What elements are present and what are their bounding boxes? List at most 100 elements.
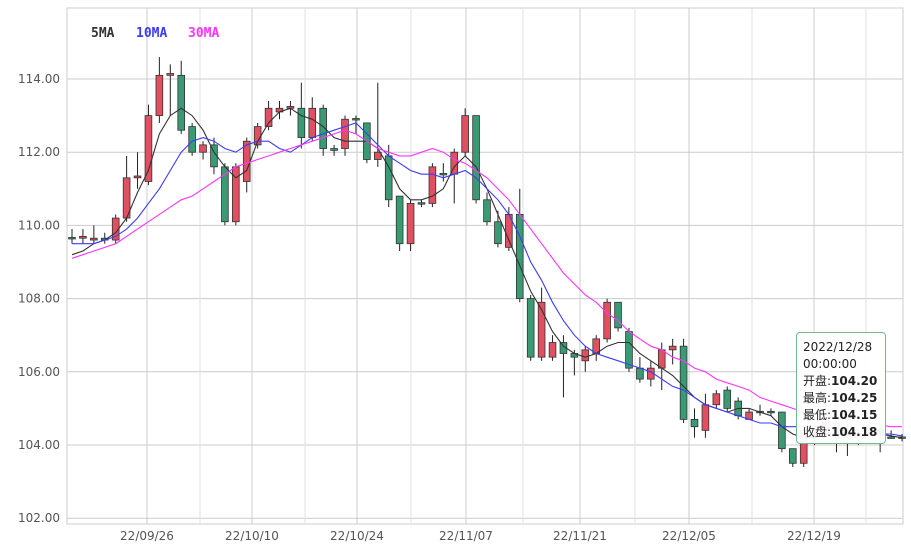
candle bbox=[188, 122, 196, 156]
candle bbox=[712, 390, 721, 409]
y-tick-label: 112.00 bbox=[18, 145, 60, 159]
legend-30ma[interactable]: 30MA bbox=[188, 26, 219, 41]
candle bbox=[133, 152, 142, 189]
candle-body bbox=[68, 237, 76, 240]
candle bbox=[68, 229, 76, 244]
x-tick-label: 22/11/21 bbox=[553, 529, 607, 543]
x-tick-label: 22/10/24 bbox=[330, 529, 384, 543]
tooltip-open-value: 104.20 bbox=[831, 374, 878, 388]
candle-body bbox=[767, 410, 775, 414]
candle bbox=[450, 148, 459, 204]
candle-body bbox=[679, 345, 688, 420]
candle bbox=[395, 195, 404, 252]
candle bbox=[253, 122, 262, 149]
tooltip-open: 开盘:104.20 bbox=[803, 373, 885, 390]
candle-body bbox=[548, 342, 557, 358]
y-tick-label: 104.00 bbox=[18, 438, 60, 452]
candle-body bbox=[625, 331, 633, 369]
candle-body bbox=[264, 107, 273, 127]
candle-body bbox=[581, 349, 590, 362]
candle bbox=[406, 199, 415, 252]
candle-body bbox=[614, 301, 622, 329]
candle bbox=[352, 115, 360, 134]
candle bbox=[90, 225, 98, 244]
candle-body bbox=[133, 175, 142, 179]
candle bbox=[526, 294, 535, 361]
x-tick-label: 22/12/05 bbox=[662, 529, 716, 543]
candle bbox=[417, 199, 426, 208]
candle bbox=[789, 448, 797, 467]
candle-body bbox=[428, 166, 437, 204]
candle-body bbox=[690, 418, 699, 428]
candle-body bbox=[636, 367, 644, 380]
tooltip-low-value: 104.15 bbox=[831, 408, 878, 422]
candle bbox=[723, 386, 732, 413]
candle-body bbox=[417, 202, 426, 205]
candle bbox=[537, 287, 546, 361]
candle bbox=[275, 100, 284, 120]
candle-body bbox=[668, 345, 677, 351]
y-axis: 102.00 104.00 106.00 108.00 110.00 112.00 114.… bbox=[18, 72, 60, 525]
legend-5ma[interactable]: 5MA bbox=[91, 26, 115, 41]
ma-line-5ma bbox=[71, 107, 903, 439]
tooltip-low: 最低:104.15 bbox=[803, 407, 885, 424]
tooltip-date: 2022/12/28 bbox=[803, 340, 873, 354]
candle bbox=[767, 408, 775, 416]
candle-body bbox=[297, 107, 306, 138]
candle bbox=[778, 411, 786, 453]
legend-10ma[interactable]: 10MA bbox=[136, 26, 167, 41]
candle bbox=[439, 163, 448, 182]
tooltip-low-label: 最低: bbox=[803, 408, 832, 422]
candle bbox=[668, 338, 677, 365]
y-tick-label: 106.00 bbox=[18, 365, 60, 379]
candle-body bbox=[789, 448, 797, 464]
candle-body bbox=[90, 237, 98, 241]
candle bbox=[166, 64, 175, 116]
candle bbox=[232, 163, 240, 226]
candle bbox=[614, 301, 622, 332]
candle-body bbox=[887, 436, 895, 439]
candle-body bbox=[188, 126, 196, 153]
legend: 5MA 10MA 30MA bbox=[91, 26, 219, 41]
candle bbox=[199, 141, 207, 160]
candle bbox=[428, 163, 437, 208]
x-tick-label: 22/12/19 bbox=[787, 529, 841, 543]
candle-body bbox=[177, 74, 185, 131]
candle-body bbox=[341, 118, 349, 149]
candle-body bbox=[537, 301, 546, 358]
x-tick-label: 22/11/07 bbox=[439, 529, 493, 543]
candle bbox=[483, 192, 491, 226]
candle-body bbox=[352, 118, 360, 121]
candle bbox=[461, 108, 469, 156]
y-tick-label: 110.00 bbox=[18, 218, 60, 232]
candle-body bbox=[526, 298, 535, 358]
candle-body bbox=[701, 404, 710, 431]
ma-line-30ma bbox=[71, 129, 902, 428]
moving-average-lines bbox=[71, 107, 903, 439]
candle-body bbox=[603, 301, 611, 340]
tooltip-high-value: 104.25 bbox=[831, 391, 878, 405]
candle bbox=[701, 393, 710, 438]
tooltip-time: 00:00:00 bbox=[803, 357, 857, 371]
candle-body bbox=[308, 107, 317, 138]
candle-body bbox=[155, 74, 164, 116]
candle-body bbox=[242, 140, 251, 182]
candle bbox=[515, 188, 524, 303]
x-axis: 22/09/26 22/10/10 22/10/24 22/11/07 22/11/21… bbox=[120, 529, 841, 543]
candle-body bbox=[483, 199, 491, 223]
candle bbox=[679, 338, 688, 424]
tooltip-high-label: 最高: bbox=[803, 391, 832, 405]
candle bbox=[264, 100, 273, 131]
candle bbox=[592, 335, 600, 361]
ohlc-tooltip: 2022/12/28 00:00:00 开盘:104.20 最高:104.25 … bbox=[796, 332, 886, 444]
tooltip-close-label: 收盘: bbox=[803, 425, 832, 439]
candle bbox=[581, 346, 590, 372]
candle bbox=[144, 104, 153, 186]
tooltip-close-value: 104.18 bbox=[831, 425, 878, 439]
candle-body bbox=[166, 73, 175, 76]
candle bbox=[330, 144, 338, 156]
tooltip-close: 收盘:104.18 bbox=[803, 424, 885, 441]
candle-body bbox=[712, 393, 721, 406]
candle-body bbox=[439, 173, 448, 176]
